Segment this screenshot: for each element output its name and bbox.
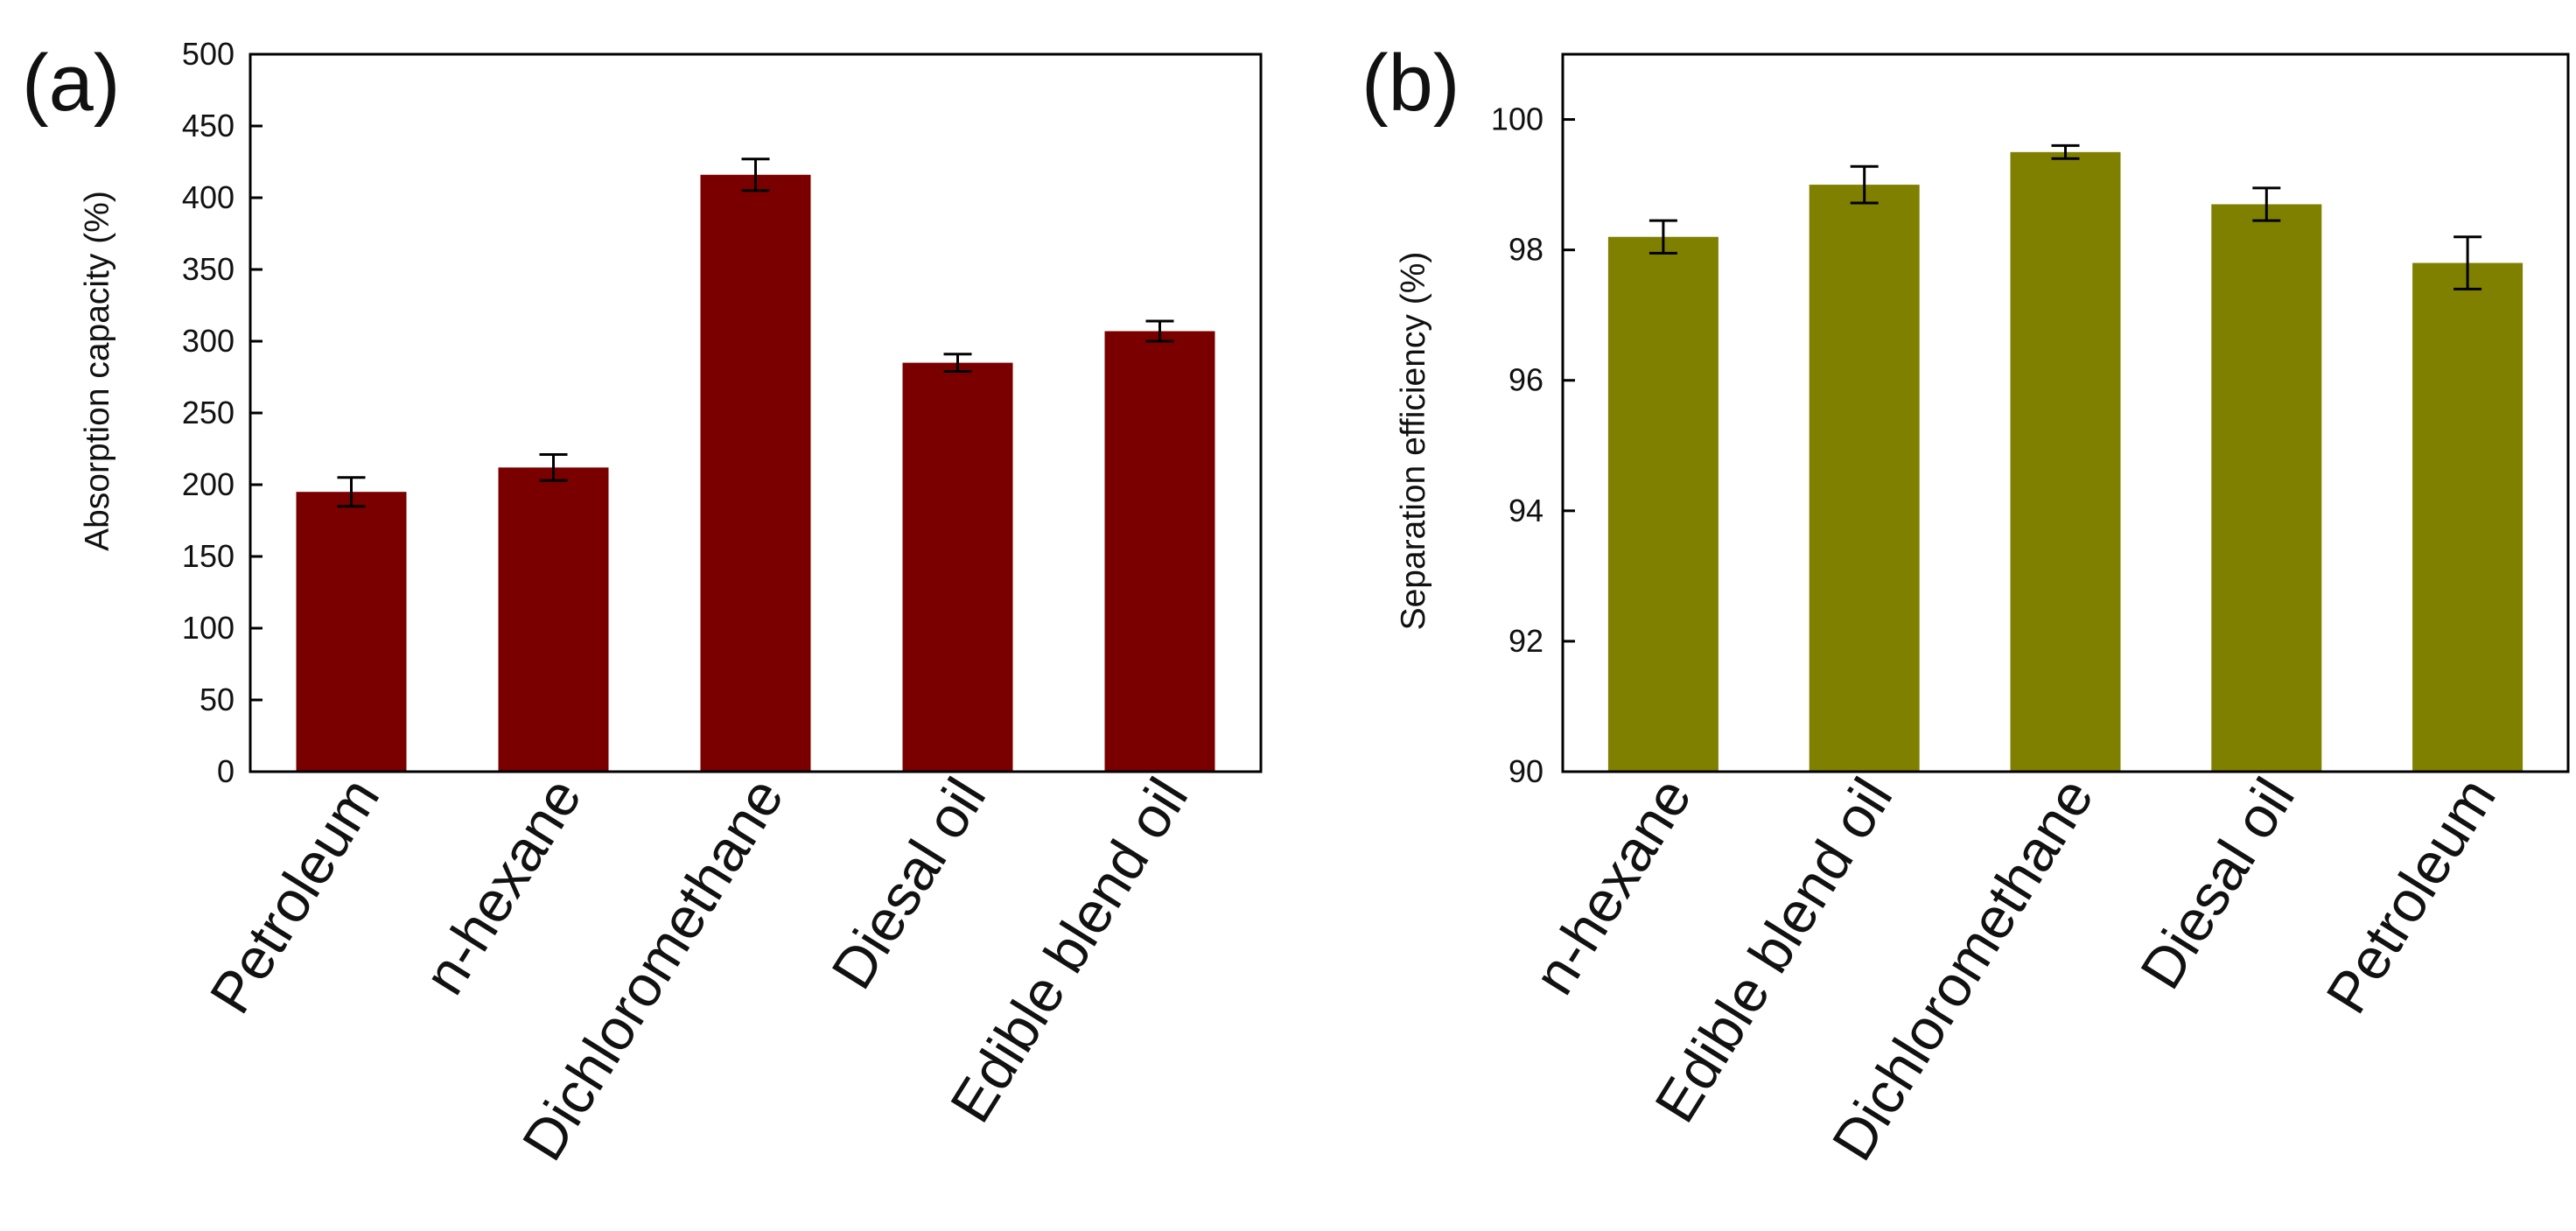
y-tick-label-a-5: 250 [182, 395, 234, 430]
y-tick-label-b-2: 94 [1508, 493, 1544, 528]
y-tick-label-a-4: 200 [182, 466, 234, 502]
error-bar-b-4 [2454, 235, 2482, 290]
bar-b-1 [1809, 185, 1920, 772]
bar-b-4 [2412, 262, 2524, 773]
y-tick-label-b-0: 90 [1508, 753, 1544, 789]
error-bars-b [1648, 143, 2482, 290]
y-tick-label-b-1: 92 [1508, 623, 1544, 659]
y-tick-label-a-0: 0 [217, 753, 234, 789]
error-bar-a-4 [1145, 319, 1174, 343]
x-tick-label-a-0: Petroleum [197, 766, 391, 1024]
chart-panel-b: (b) Separation efficiency (%) 90 92 94 96 98… [1362, 38, 2570, 1172]
error-bar-a-3 [943, 353, 972, 373]
bar-a-2 [700, 174, 811, 772]
y-tick-label-a-8: 400 [182, 179, 234, 215]
chart-panel-a: (a) Absorption capacity (%) 0 50 100 150 200… [22, 36, 1263, 1172]
y-axis-title-b: Separation efficiency (%) [1395, 252, 1432, 631]
y-ticks-a: 0 50 100 150 200 250 300 350 400 450 500 [182, 36, 262, 789]
error-bar-b-3 [2252, 186, 2281, 222]
bar-b-3 [2211, 204, 2322, 773]
error-bar-a-1 [539, 453, 568, 482]
error-bar-b-1 [1850, 164, 1879, 205]
error-bar-b-2 [2051, 143, 2080, 160]
y-tick-label-a-3: 150 [182, 538, 234, 574]
bar-b-0 [1607, 236, 1718, 772]
y-ticks-b: 90 92 94 96 98 100 [1491, 101, 1575, 789]
bars-a [296, 174, 1215, 772]
x-tick-label-a-1: n-hexane [411, 766, 594, 1005]
x-tick-label-b-0: n-hexane [1521, 766, 1704, 1005]
x-tick-label-a-3: Diesal oil [819, 766, 998, 999]
y-tick-label-a-6: 300 [182, 323, 234, 359]
y-tick-label-a-9: 450 [182, 108, 234, 143]
error-bar-a-2 [741, 157, 770, 192]
error-bar-a-0 [337, 476, 366, 508]
error-bars-a [337, 157, 1174, 508]
panel-label-b: (b) [1362, 38, 1460, 128]
bars-b [1607, 151, 2524, 773]
y-tick-label-a-7: 350 [182, 251, 234, 287]
error-bar-b-0 [1648, 219, 1677, 255]
panel-label-a: (a) [22, 38, 120, 128]
y-tick-label-b-3: 96 [1508, 362, 1544, 398]
bar-a-0 [296, 492, 407, 772]
bar-b-2 [2010, 151, 2121, 772]
x-tick-label-b-4: Petroleum [2314, 766, 2508, 1024]
bar-a-3 [902, 362, 1013, 772]
x-tick-label-b-3: Diesal oil [2128, 766, 2307, 999]
y-tick-label-a-10: 500 [182, 36, 234, 72]
bar-a-1 [498, 467, 609, 772]
bar-a-4 [1104, 331, 1215, 772]
y-tick-label-b-5: 100 [1491, 101, 1544, 137]
plot-frame-b [1561, 52, 2570, 773]
y-axis-title-a: Absorption capacity (%) [79, 191, 116, 551]
y-tick-label-a-2: 100 [182, 610, 234, 646]
plot-frame-a [248, 52, 1263, 773]
y-tick-label-b-4: 98 [1508, 232, 1544, 268]
y-tick-label-a-1: 50 [200, 682, 234, 717]
